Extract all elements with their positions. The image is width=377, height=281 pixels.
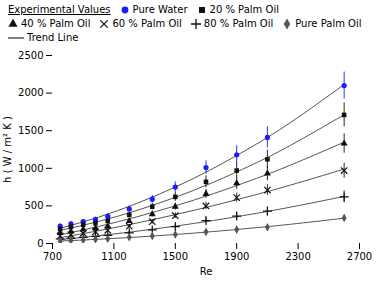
svg-text:700: 700	[43, 251, 62, 262]
svg-text:2700: 2700	[347, 251, 372, 262]
svg-text:2000: 2000	[18, 87, 43, 98]
html-text:20 % Palm Oil: 20 % Palm Oil	[209, 4, 279, 15]
svg-text:0: 0	[37, 238, 43, 249]
html-text:60 % Palm Oil: 60 % Palm Oil	[112, 18, 182, 29]
svg-text:2300: 2300	[285, 251, 310, 262]
html-text:80 % Palm Oil: 80 % Palm Oil	[203, 18, 274, 29]
svg-text:Re: Re	[200, 266, 213, 277]
html-text:Pure Water: Pure Water	[132, 4, 188, 15]
svg-text:1900: 1900	[224, 251, 249, 262]
svg-text:2500: 2500	[18, 50, 43, 61]
html-text:Experimental Values: Experimental Values	[8, 4, 111, 15]
html-text:Trend Line: Trend Line	[27, 32, 79, 43]
svg-text:500: 500	[24, 200, 43, 211]
svg-text:h ( W / m² K ): h ( W / m² K )	[2, 116, 13, 183]
svg-text:1500: 1500	[18, 125, 43, 136]
svg-text:1000: 1000	[18, 163, 43, 174]
svg-text:1500: 1500	[163, 251, 188, 262]
html-text:40 % Palm Oil: 40 % Palm Oil	[21, 18, 91, 29]
svg-text:1100: 1100	[101, 251, 126, 262]
html-text:Pure Palm Oil: Pure Palm Oil	[295, 18, 362, 29]
